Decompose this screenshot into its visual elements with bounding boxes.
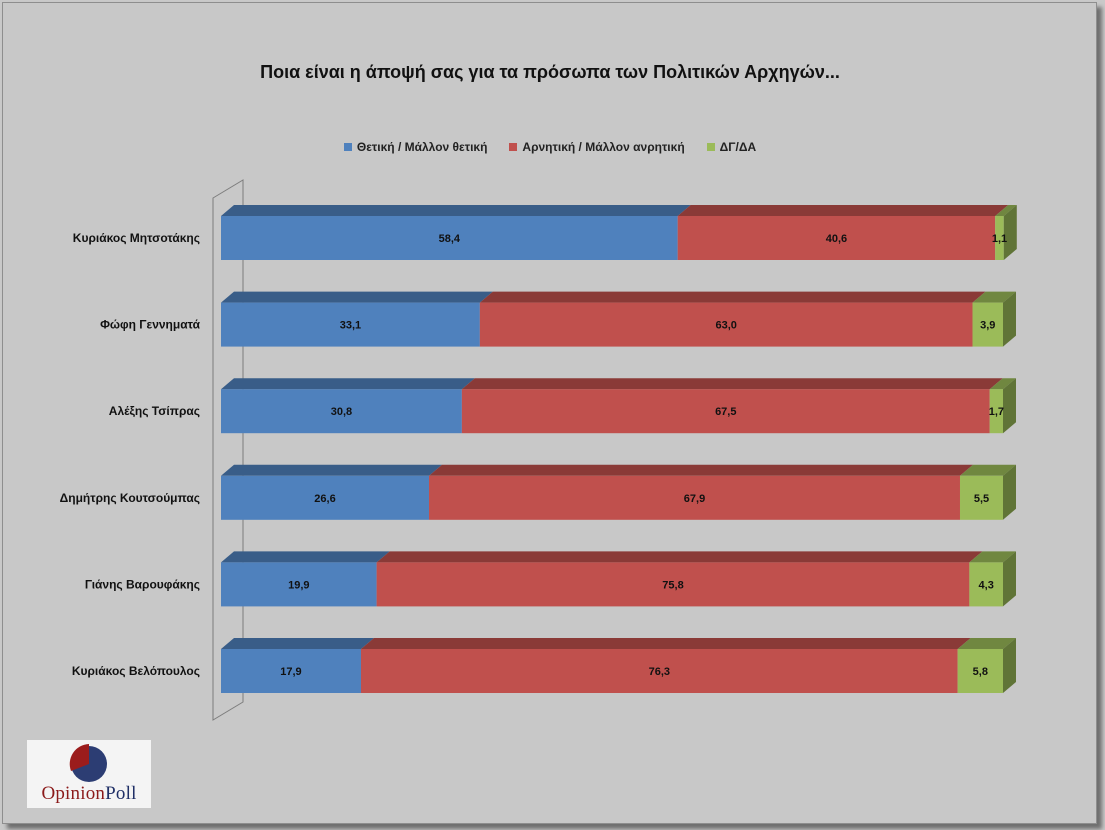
bar-side-4 xyxy=(1003,551,1016,607)
category-label: Κυριάκος Βελόπουλος xyxy=(72,664,200,678)
bar-segment xyxy=(221,216,678,260)
legend-swatch-negative xyxy=(509,143,518,151)
bar-segment xyxy=(479,302,973,347)
axis-wall xyxy=(212,179,244,721)
bar-top-0-4 xyxy=(221,551,390,563)
logo-pie-icon xyxy=(69,744,107,782)
legend-item-dkna: ΔΓ/ΔΑ xyxy=(706,140,757,154)
opinionpoll-logo: OpinionPoll xyxy=(27,740,151,808)
data-label: 4,3 xyxy=(979,579,994,591)
bar-segment xyxy=(461,389,990,434)
bar-segment xyxy=(959,475,1003,520)
legend-swatch-dkna xyxy=(706,143,715,151)
bar-top-2-2 xyxy=(989,378,1016,390)
data-label: 30,8 xyxy=(331,406,352,418)
data-label: 75,8 xyxy=(662,579,683,591)
chart-legend: Θετική / Μάλλον θετική Αρνητική / Μάλλον… xyxy=(0,140,1100,154)
bar-segment xyxy=(221,302,480,347)
bar-segment xyxy=(221,475,430,520)
bar-top-1-5 xyxy=(360,638,971,649)
bar-segment xyxy=(221,389,462,434)
bar-top-0-2 xyxy=(221,378,475,390)
bar-segment xyxy=(677,216,996,260)
data-label: 33,1 xyxy=(340,320,361,332)
bar-segment xyxy=(376,562,970,607)
category-label: Δημήτρης Κουτσούμπας xyxy=(60,491,200,505)
bar-segment xyxy=(972,302,1003,347)
bar-segment xyxy=(221,562,377,607)
bar-segment xyxy=(989,389,1003,434)
bar-side-1 xyxy=(1003,291,1016,347)
logo-word-poll: Poll xyxy=(105,783,137,804)
category-label: Γιάνης Βαρουφάκης xyxy=(85,577,200,591)
bar-top-1-2 xyxy=(461,378,1003,390)
bar-top-2-1 xyxy=(972,291,1016,303)
logo-word-opinion: Opinion xyxy=(41,783,106,804)
category-label: Κυριάκος Μητσοτάκης xyxy=(73,231,200,245)
category-label: Αλέξης Τσίπρας xyxy=(109,404,200,418)
bar-top-1-0 xyxy=(677,205,1009,216)
data-label: 76,3 xyxy=(649,666,670,678)
bar-top-2-3 xyxy=(959,464,1016,476)
data-label: 1,7 xyxy=(989,406,1004,418)
bar-top-0-3 xyxy=(221,464,443,476)
bar-top-2-0 xyxy=(995,205,1017,216)
legend-item-negative: Αρνητική / Μάλλον ανρητική xyxy=(509,140,685,154)
bar-segment xyxy=(957,649,1003,693)
category-label: Φώφη Γεννηματά xyxy=(100,318,201,332)
data-label: 67,9 xyxy=(684,493,705,505)
data-label: 5,8 xyxy=(973,666,988,678)
legend-label-dkna: ΔΓ/ΔΑ xyxy=(719,140,757,154)
bar-top-2-4 xyxy=(969,551,1016,563)
legend-swatch-positive xyxy=(343,143,352,151)
bar-side-0 xyxy=(1003,205,1017,260)
bar-top-0-1 xyxy=(221,291,493,303)
chart-title: Ποια είναι η άποψή σας για τα πρόσωπα τω… xyxy=(260,62,840,82)
bar-side-5 xyxy=(1003,638,1016,693)
bar-top-2-5 xyxy=(957,638,1016,649)
bar-segment xyxy=(429,475,960,520)
data-label: 1,1 xyxy=(992,233,1007,245)
bar-segment xyxy=(221,649,361,693)
data-label: 19,9 xyxy=(288,579,309,591)
data-label: 26,6 xyxy=(314,493,335,505)
logo-wordmark: OpinionPoll xyxy=(27,783,151,805)
legend-label-positive: Θετική / Μάλλον θετική xyxy=(356,140,488,154)
data-label: 3,9 xyxy=(980,320,995,332)
bar-top-1-1 xyxy=(479,291,986,303)
bar-top-1-3 xyxy=(429,464,973,476)
bar-side-2 xyxy=(1003,378,1016,434)
bar-side-3 xyxy=(1003,464,1016,520)
data-label: 5,5 xyxy=(974,493,989,505)
data-label: 17,9 xyxy=(280,666,301,678)
bar-top-1-4 xyxy=(376,551,983,563)
data-label: 40,6 xyxy=(826,233,847,245)
data-label: 67,5 xyxy=(715,406,736,418)
legend-label-negative: Αρνητική / Μάλλον ανρητική xyxy=(522,140,685,154)
data-label: 58,4 xyxy=(439,233,461,245)
bar-top-0-0 xyxy=(221,205,691,216)
bar-segment xyxy=(360,649,958,693)
bar-segment xyxy=(995,216,1004,260)
bar-top-0-5 xyxy=(221,638,374,649)
bar-segment xyxy=(969,562,1003,607)
data-label: 63,0 xyxy=(715,320,736,332)
legend-item-positive: Θετική / Μάλλον θετική xyxy=(343,140,488,154)
